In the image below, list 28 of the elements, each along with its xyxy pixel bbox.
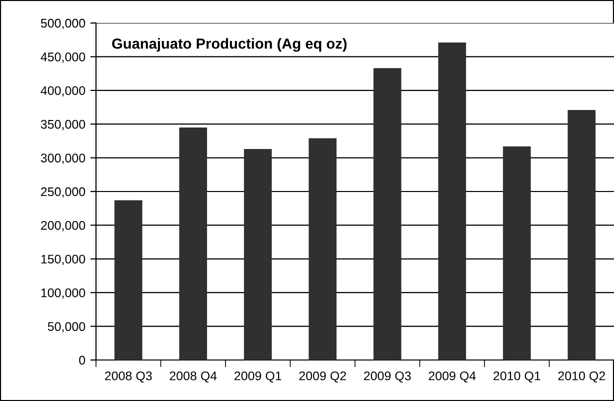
x-tick-label: 2010 Q2: [558, 371, 605, 383]
x-tick-label: 2009 Q2: [299, 371, 346, 383]
bar: [502, 146, 531, 360]
x-tick-label: 2008 Q3: [105, 371, 152, 383]
y-tick-label: 450,000: [40, 52, 86, 63]
bar: [568, 110, 596, 360]
y-tick-label: 400,000: [40, 86, 86, 97]
y-tick-label: 0: [79, 356, 86, 365]
x-tick-label: 2008 Q4: [170, 371, 217, 383]
y-tick-label: 350,000: [40, 120, 86, 130]
y-tick-label: 200,000: [41, 221, 86, 232]
bar: [438, 42, 466, 360]
y-tick-label: 250,000: [41, 187, 86, 198]
bar: [179, 127, 208, 360]
x-tick-label: 2009 Q4: [428, 371, 476, 383]
bar: [244, 149, 272, 360]
y-tick-label: 100,000: [41, 288, 86, 299]
x-tick-label: 2009 Q1: [234, 371, 282, 383]
x-tick-label: 2009 Q3: [364, 371, 411, 383]
bar: [114, 200, 142, 360]
bar: [373, 68, 402, 360]
y-tick-label: 50,000: [48, 322, 86, 332]
text: Guanajuato Production (Ag eq oz): [112, 38, 347, 52]
x-tick-label: 2010 Q1: [494, 371, 540, 383]
y-tick-label: 500,000: [40, 18, 86, 30]
y-tick-label: 300,000: [40, 154, 86, 164]
bar: [308, 138, 337, 360]
y-tick-label: 150,000: [41, 254, 86, 266]
